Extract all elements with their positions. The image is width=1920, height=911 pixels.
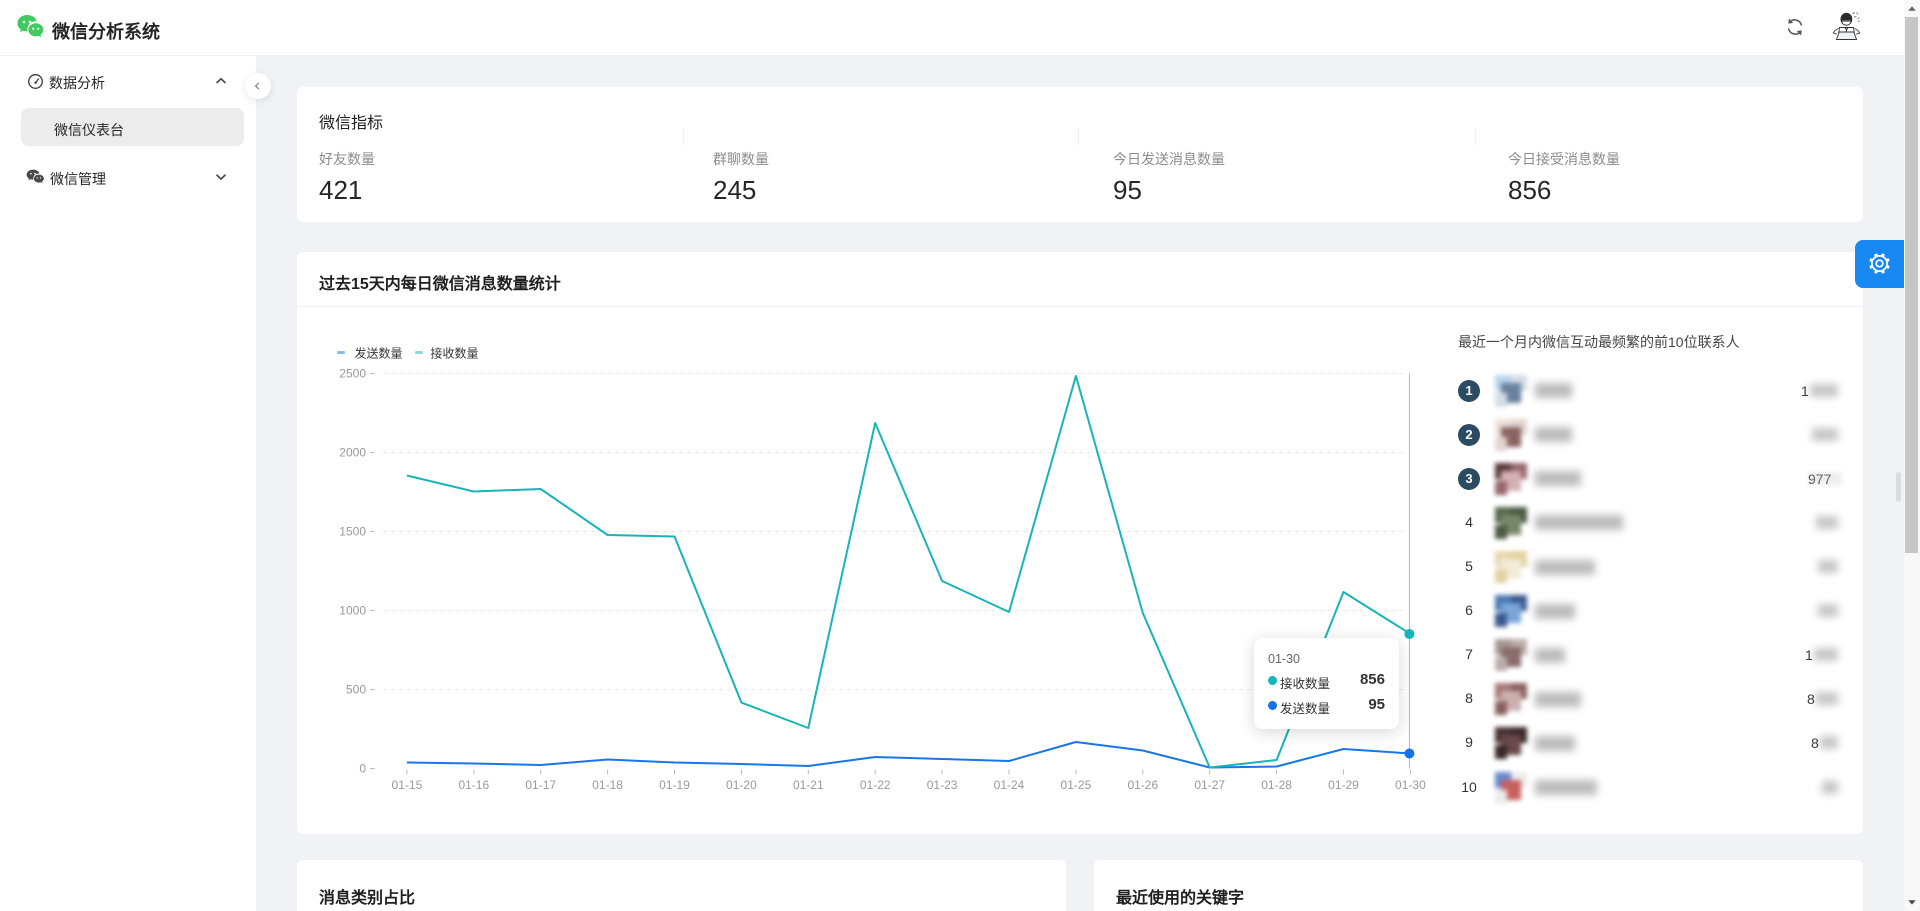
svg-text:0: 0 bbox=[359, 762, 366, 776]
svg-text:2000: 2000 bbox=[339, 446, 366, 460]
svg-text:01-26: 01-26 bbox=[1127, 778, 1158, 792]
svg-text:发送数量: 发送数量 bbox=[355, 346, 403, 361]
svg-text:01-30: 01-30 bbox=[1395, 778, 1426, 792]
svg-text:01-28: 01-28 bbox=[1261, 778, 1292, 792]
svg-text:01-23: 01-23 bbox=[927, 778, 958, 792]
svg-text:01-22: 01-22 bbox=[860, 778, 891, 792]
svg-text:01-24: 01-24 bbox=[994, 778, 1025, 792]
svg-text:01-27: 01-27 bbox=[1194, 778, 1225, 792]
svg-text:01-16: 01-16 bbox=[458, 778, 489, 792]
svg-text:01-19: 01-19 bbox=[659, 778, 690, 792]
svg-text:1500: 1500 bbox=[339, 525, 366, 539]
svg-text:01-15: 01-15 bbox=[392, 778, 423, 792]
svg-text:500: 500 bbox=[346, 683, 366, 697]
svg-text:1000: 1000 bbox=[339, 604, 366, 618]
svg-text:01-25: 01-25 bbox=[1061, 778, 1092, 792]
svg-text:01-18: 01-18 bbox=[592, 778, 623, 792]
svg-text:2500: 2500 bbox=[339, 367, 366, 381]
svg-text:接收数量: 接收数量 bbox=[431, 346, 479, 361]
svg-text:01-17: 01-17 bbox=[525, 778, 556, 792]
svg-text:01-29: 01-29 bbox=[1328, 778, 1359, 792]
svg-text:01-21: 01-21 bbox=[793, 778, 824, 792]
svg-text:01-20: 01-20 bbox=[726, 778, 757, 792]
